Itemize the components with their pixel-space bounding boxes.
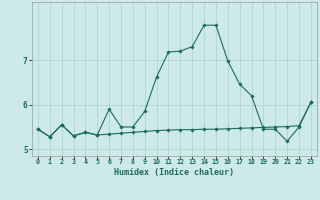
- X-axis label: Humidex (Indice chaleur): Humidex (Indice chaleur): [115, 168, 234, 177]
